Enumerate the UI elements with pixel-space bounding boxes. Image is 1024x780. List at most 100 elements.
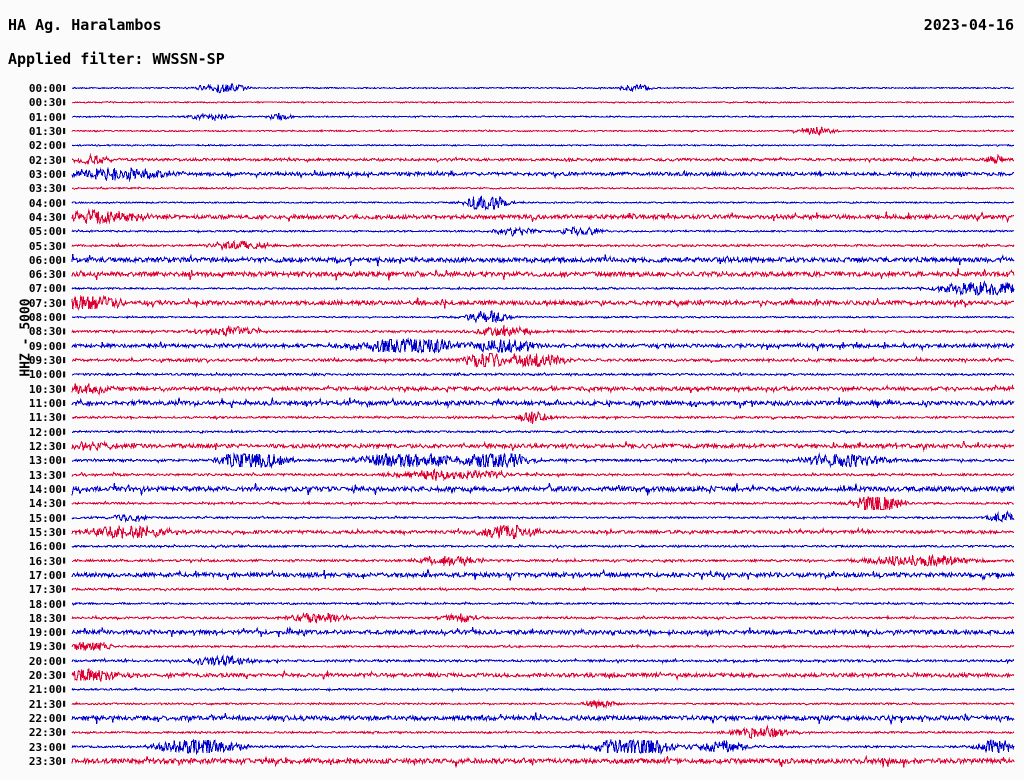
time-label: 02:00 <box>28 139 62 153</box>
time-label: 19:30 <box>28 640 62 654</box>
trace-line <box>71 324 1015 337</box>
row-tick <box>63 400 66 407</box>
row-tick <box>63 85 66 91</box>
trace-line <box>71 153 1015 165</box>
trace-line <box>71 280 1015 297</box>
trace-line <box>71 112 1015 122</box>
row-tick <box>63 199 66 206</box>
time-label: 21:30 <box>28 697 62 711</box>
row-tick <box>63 571 66 578</box>
trace-line <box>71 253 1015 267</box>
trace-line <box>71 585 1015 592</box>
row-tick <box>63 314 66 321</box>
row-tick <box>63 385 66 392</box>
time-label: 12:30 <box>28 440 62 453</box>
time-label: 13:00 <box>28 454 62 468</box>
trace-line <box>71 186 1015 191</box>
row-tick <box>63 414 66 421</box>
row-tick <box>63 600 66 607</box>
trace-line <box>71 641 1015 651</box>
trace-line <box>71 738 1015 756</box>
trace-line <box>71 195 1015 211</box>
row-tick <box>63 715 66 722</box>
row-tick <box>63 113 66 120</box>
trace-line <box>71 100 1015 104</box>
time-label: 07:00 <box>28 282 62 296</box>
time-label: 04:00 <box>28 196 62 210</box>
row-tick <box>63 629 66 636</box>
time-label: 01:00 <box>28 110 62 124</box>
time-label: 18:30 <box>28 611 62 625</box>
row-tick <box>63 127 66 134</box>
time-label: 23:00 <box>28 740 62 754</box>
time-label: 10:30 <box>28 382 62 396</box>
record-date: 2023-04-16 <box>923 16 1014 34</box>
time-label: 05:30 <box>28 239 62 253</box>
trace-line <box>71 371 1015 378</box>
trace-line <box>71 410 1015 424</box>
trace-line <box>71 337 1015 354</box>
row-tick <box>63 170 66 177</box>
time-label: 09:00 <box>28 339 62 353</box>
time-label: 08:30 <box>28 325 62 339</box>
time-label: 22:00 <box>28 712 62 726</box>
trace-line <box>71 568 1015 581</box>
row-tick <box>63 371 66 378</box>
row-tick <box>63 271 66 278</box>
row-tick <box>63 557 66 564</box>
trace-line <box>71 699 1015 709</box>
trace-line <box>71 452 1015 469</box>
row-tick <box>63 443 66 449</box>
time-label: 11:00 <box>28 397 62 411</box>
time-label: 00:30 <box>28 96 62 110</box>
trace-line <box>71 524 1015 540</box>
trace-line <box>71 626 1015 638</box>
time-label: 07:30 <box>28 296 62 310</box>
trace-line <box>71 167 1015 182</box>
time-label: 14:00 <box>28 482 62 496</box>
trace-line <box>71 468 1015 481</box>
time-label: 03:30 <box>28 182 62 196</box>
time-label: 16:30 <box>28 554 62 568</box>
time-label: 06:30 <box>28 268 62 282</box>
trace-line <box>71 310 1015 324</box>
row-tick <box>63 485 66 492</box>
row-tick <box>63 142 66 149</box>
time-label: 01:30 <box>28 124 62 138</box>
trace-line <box>71 294 1015 311</box>
applied-filter-label: Applied filter: WWSSN-SP <box>8 50 225 68</box>
time-label: 16:00 <box>28 540 62 554</box>
row-tick <box>63 99 66 106</box>
trace-line <box>71 143 1015 147</box>
time-label: 17:00 <box>28 568 62 582</box>
row-tick <box>63 471 66 478</box>
trace-line <box>71 686 1015 693</box>
time-label: 14:30 <box>28 497 62 511</box>
row-tick <box>63 586 66 593</box>
time-label: 23:30 <box>28 755 62 769</box>
trace-line <box>71 553 1015 568</box>
row-tick <box>63 256 66 263</box>
row-tick <box>63 543 66 550</box>
time-label: 17:30 <box>28 583 62 597</box>
time-label: 20:00 <box>28 654 62 668</box>
row-tick <box>63 672 66 679</box>
time-label: 06:00 <box>28 253 62 267</box>
row-tick <box>63 457 66 464</box>
row-tick <box>63 242 66 249</box>
trace-line <box>71 724 1015 740</box>
trace-line <box>71 543 1015 549</box>
row-tick <box>63 686 66 693</box>
trace-line <box>71 397 1015 409</box>
row-tick <box>63 213 66 220</box>
trace-line <box>71 754 1015 768</box>
time-label: 20:30 <box>28 669 62 683</box>
row-tick <box>63 700 66 707</box>
trace-line <box>71 482 1015 496</box>
time-label: 09:30 <box>28 354 62 368</box>
row-tick <box>63 500 66 507</box>
trace-line <box>71 126 1015 137</box>
row-tick <box>63 758 66 765</box>
time-label: 00:00 <box>28 82 62 95</box>
